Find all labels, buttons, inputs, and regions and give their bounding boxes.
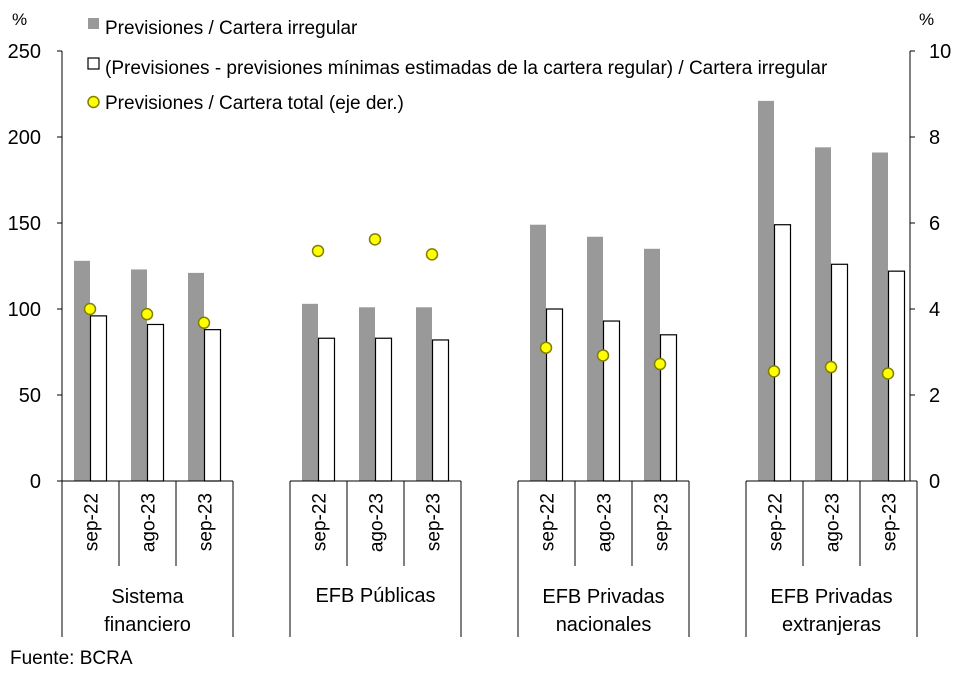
left-tick-label: 150 <box>8 213 41 235</box>
group-label: nacionales <box>556 614 652 636</box>
source-note: Fuente: BCRA <box>10 648 133 669</box>
group-label: financiero <box>104 614 191 636</box>
legend-label: Previsiones / Cartera irregular <box>105 18 358 39</box>
x-axis: Sistema financiero EFB Públicas EFB Privada… <box>61 480 918 637</box>
bar-previsiones-netas <box>203 329 222 482</box>
category-label: sep-22 <box>82 493 103 551</box>
point-previsiones-cartera-total <box>596 349 610 362</box>
point-previsiones-cartera-total <box>311 244 325 258</box>
bar-previsiones-netas <box>431 339 450 482</box>
bar-previsiones-netas <box>317 337 336 482</box>
category-label: sep-22 <box>310 493 331 551</box>
right-tick-label: 2 <box>929 385 940 407</box>
legend-swatch-dot <box>87 95 100 109</box>
legend: Previsiones / Cartera irregular (Previsio… <box>87 18 828 114</box>
point-previsiones-cartera-total <box>881 367 895 380</box>
bar-previsiones-netas <box>545 308 564 482</box>
left-axis-unit: % <box>12 10 27 29</box>
point-previsiones-cartera-total <box>539 341 553 354</box>
group-label: EFB Privadas <box>542 586 664 608</box>
legend-swatch-white <box>87 57 100 70</box>
bar-previsiones-cartera-irregular <box>815 147 831 481</box>
point-previsiones-cartera-total <box>140 307 154 321</box>
category-label: sep-23 <box>652 493 673 551</box>
point-previsiones-cartera-total <box>83 302 97 316</box>
point-previsiones-cartera-total <box>425 248 439 261</box>
point-previsiones-cartera-total <box>767 365 781 378</box>
left-tick-label: 0 <box>30 471 41 493</box>
left-tick-label: 250 <box>8 41 41 63</box>
group-label: extranjeras <box>782 614 881 636</box>
point-previsiones-cartera-total <box>368 233 382 246</box>
left-tick-label: 200 <box>8 127 41 149</box>
bar-previsiones-cartera-irregular <box>758 100 774 481</box>
dots <box>83 233 895 380</box>
category-label: ago-23 <box>139 493 160 552</box>
category-label: sep-23 <box>196 493 217 551</box>
axes: 0 50 100 150 200 250 0 2 4 6 8 10%% <box>8 10 952 493</box>
bar-previsiones-cartera-irregular <box>131 269 147 481</box>
category-label: ago-23 <box>823 493 844 552</box>
right-tick-label: 10 <box>929 41 951 63</box>
left-tick-label: 50 <box>19 385 41 407</box>
bar-previsiones-cartera-irregular <box>359 307 375 481</box>
right-tick-label: 0 <box>929 471 940 493</box>
bar-previsiones-netas <box>773 224 792 482</box>
bar-previsiones-cartera-irregular <box>587 236 603 481</box>
right-axis-unit: % <box>919 10 934 29</box>
group-label: Sistema <box>111 586 184 608</box>
bar-previsiones-cartera-irregular <box>872 152 888 482</box>
point-previsiones-cartera-total <box>197 316 211 330</box>
legend-label: Previsiones / Cartera total (eje der.) <box>105 93 404 114</box>
bar-previsiones-netas <box>602 320 621 482</box>
point-previsiones-cartera-total <box>824 360 838 374</box>
legend-label: (Previsiones - previsiones mínimas estim… <box>105 58 828 79</box>
group-label: EFB Privadas <box>770 586 892 608</box>
legend-swatch-gray <box>88 18 99 29</box>
group-label: EFB Públicas <box>315 585 435 607</box>
bar-previsiones-netas <box>374 337 393 482</box>
category-label: ago-23 <box>367 493 388 552</box>
category-label: sep-22 <box>538 493 559 551</box>
bar-previsiones-netas <box>830 263 849 482</box>
bar-previsiones-cartera-irregular <box>416 307 432 481</box>
right-tick-label: 6 <box>929 213 940 235</box>
category-label: sep-23 <box>424 493 445 551</box>
bar-previsiones-netas <box>146 323 165 482</box>
bar-previsiones-cartera-irregular <box>188 272 204 481</box>
bar-previsiones-cartera-irregular <box>302 303 318 481</box>
bar-previsiones-netas <box>659 334 678 482</box>
bars <box>74 100 906 482</box>
right-tick-label: 8 <box>929 127 940 149</box>
left-tick-label: 100 <box>8 299 41 321</box>
bar-previsiones-cartera-irregular <box>74 260 90 481</box>
category-label: sep-23 <box>880 493 901 551</box>
point-previsiones-cartera-total <box>653 357 667 371</box>
bar-previsiones-cartera-irregular <box>530 224 546 481</box>
bar-previsiones-netas <box>89 315 108 482</box>
bar-previsiones-cartera-irregular <box>644 248 660 481</box>
category-label: ago-23 <box>595 493 616 552</box>
right-tick-label: 4 <box>929 299 940 321</box>
category-label: sep-22 <box>766 493 787 551</box>
